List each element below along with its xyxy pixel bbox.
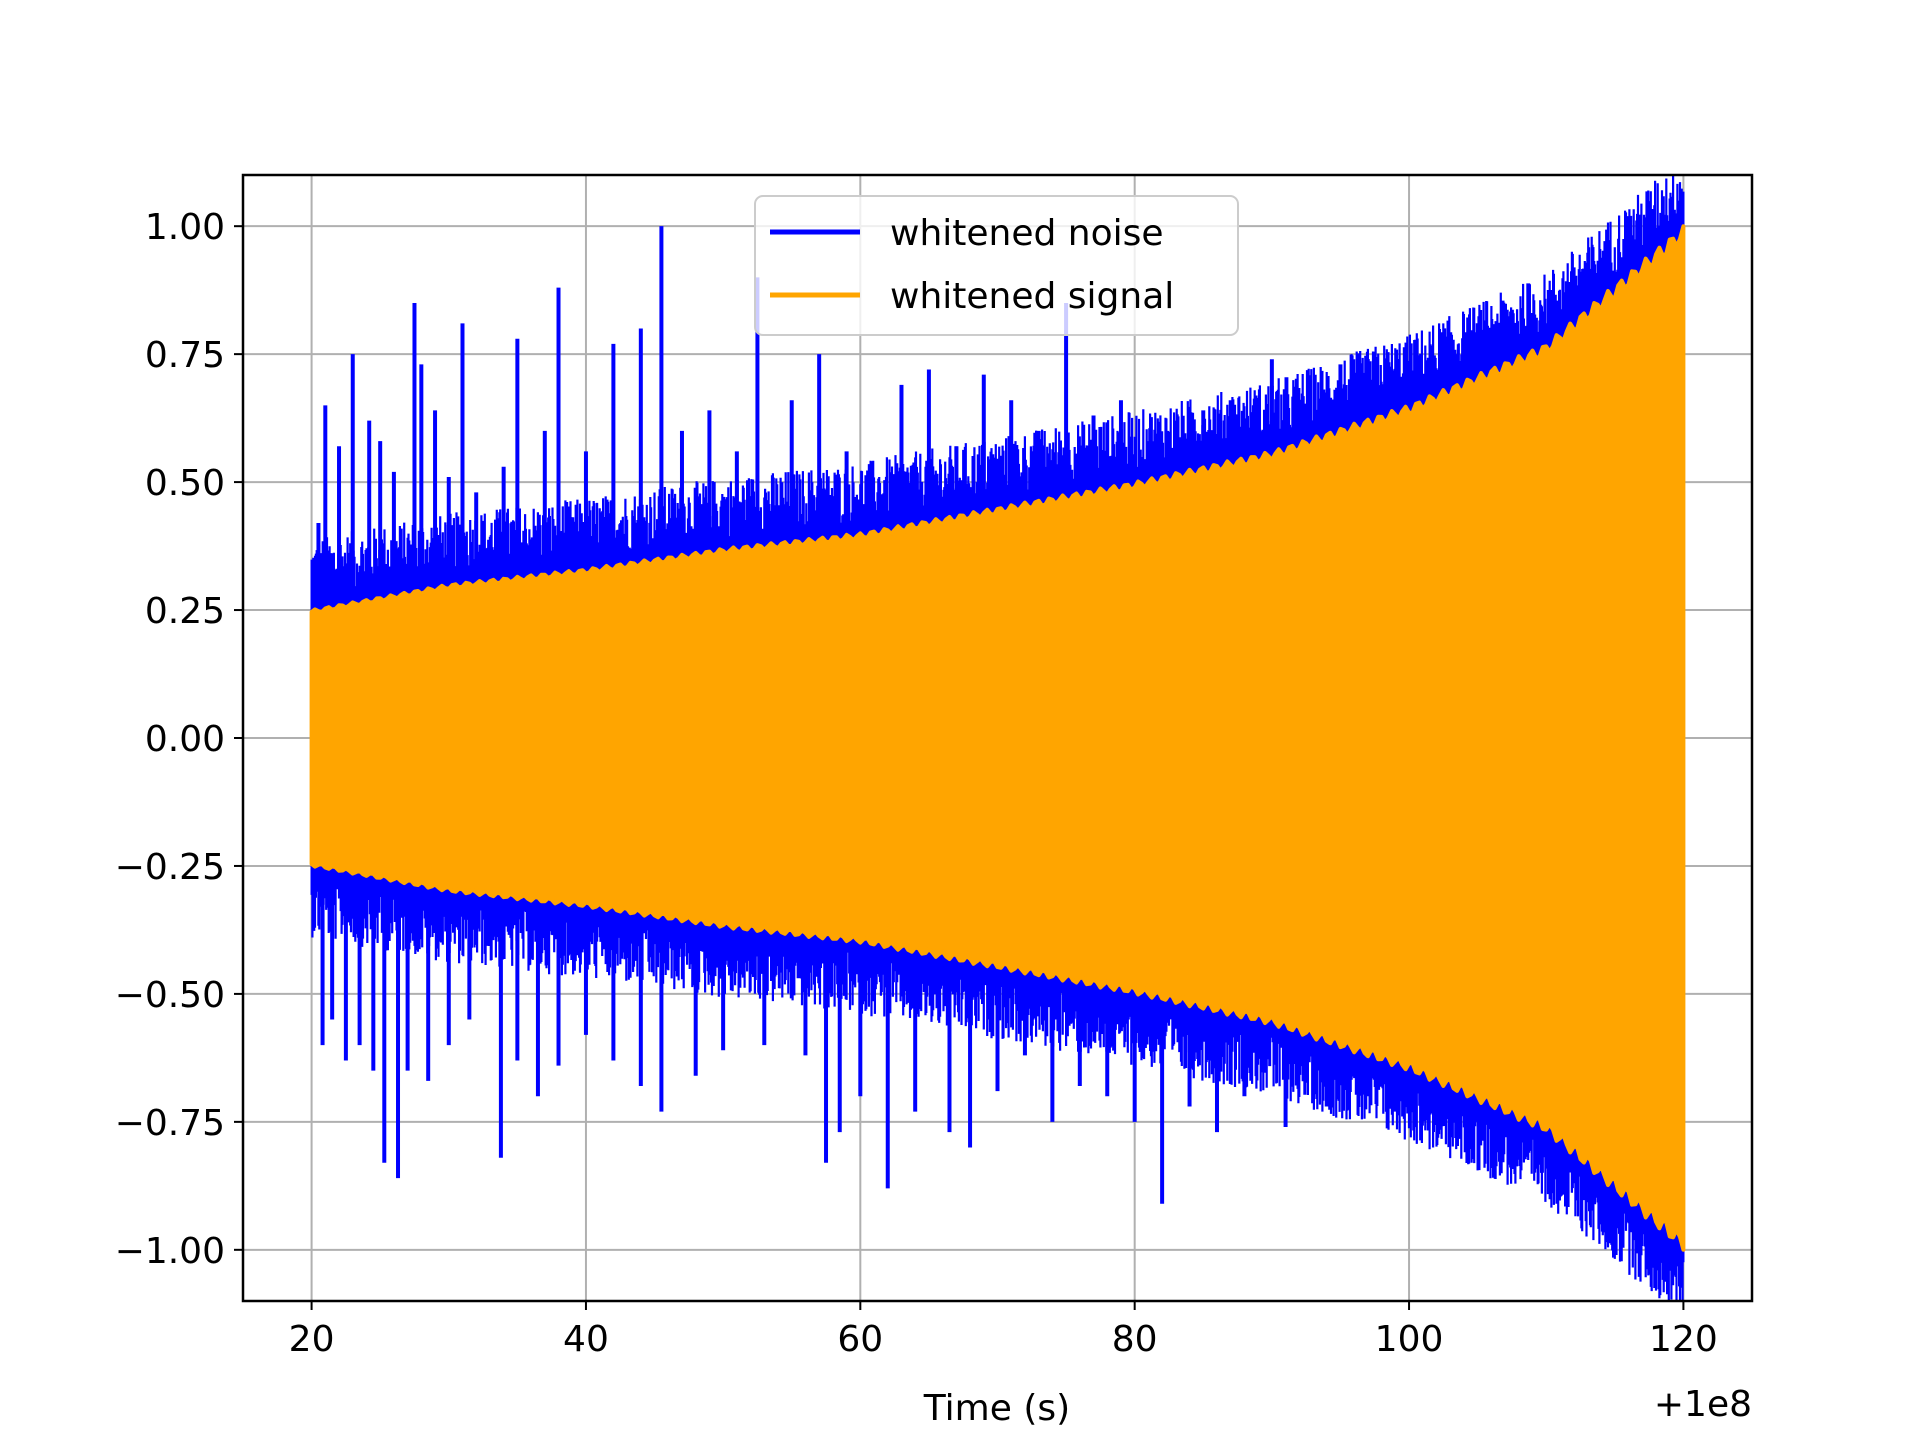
legend-label-noise: whitened noise bbox=[890, 213, 1164, 254]
y-axis-ticks: 1.00 0.75 0.50 0.25 0.00 −0.25 −0.50 −0.75 −1.00 bbox=[115, 207, 243, 1272]
y-tick-label: −1.00 bbox=[115, 1231, 225, 1272]
plot-area bbox=[309, 175, 1686, 1301]
x-tick-label: 80 bbox=[1112, 1319, 1158, 1360]
y-tick-label: −0.50 bbox=[115, 975, 225, 1016]
x-axis-ticks: 20 40 60 80 100 120 bbox=[289, 1301, 1718, 1360]
y-tick-label: 0.75 bbox=[145, 335, 225, 376]
legend-label-signal: whitened signal bbox=[890, 276, 1174, 317]
y-tick-label: 0.50 bbox=[145, 463, 225, 504]
legend-box bbox=[754, 195, 1239, 336]
x-tick-label: 40 bbox=[563, 1319, 609, 1360]
signal-trace bbox=[309, 224, 1686, 1252]
y-tick-label: −0.25 bbox=[115, 847, 225, 888]
x-axis-label: Time (s) bbox=[923, 1388, 1070, 1429]
x-tick-label: 60 bbox=[837, 1319, 883, 1360]
y-tick-label: 0.00 bbox=[145, 719, 225, 760]
x-axis-offset-label: +1e8 bbox=[1654, 1384, 1752, 1425]
legend: whitened noise whitened signal bbox=[754, 195, 1239, 336]
series-whitened-signal bbox=[309, 224, 1686, 1252]
y-tick-label: 0.25 bbox=[145, 591, 225, 632]
y-tick-label: −0.75 bbox=[115, 1103, 225, 1144]
x-tick-label: 100 bbox=[1375, 1319, 1444, 1360]
x-tick-label: 20 bbox=[289, 1319, 335, 1360]
y-tick-label: 1.00 bbox=[145, 207, 225, 248]
x-tick-label: 120 bbox=[1649, 1319, 1718, 1360]
